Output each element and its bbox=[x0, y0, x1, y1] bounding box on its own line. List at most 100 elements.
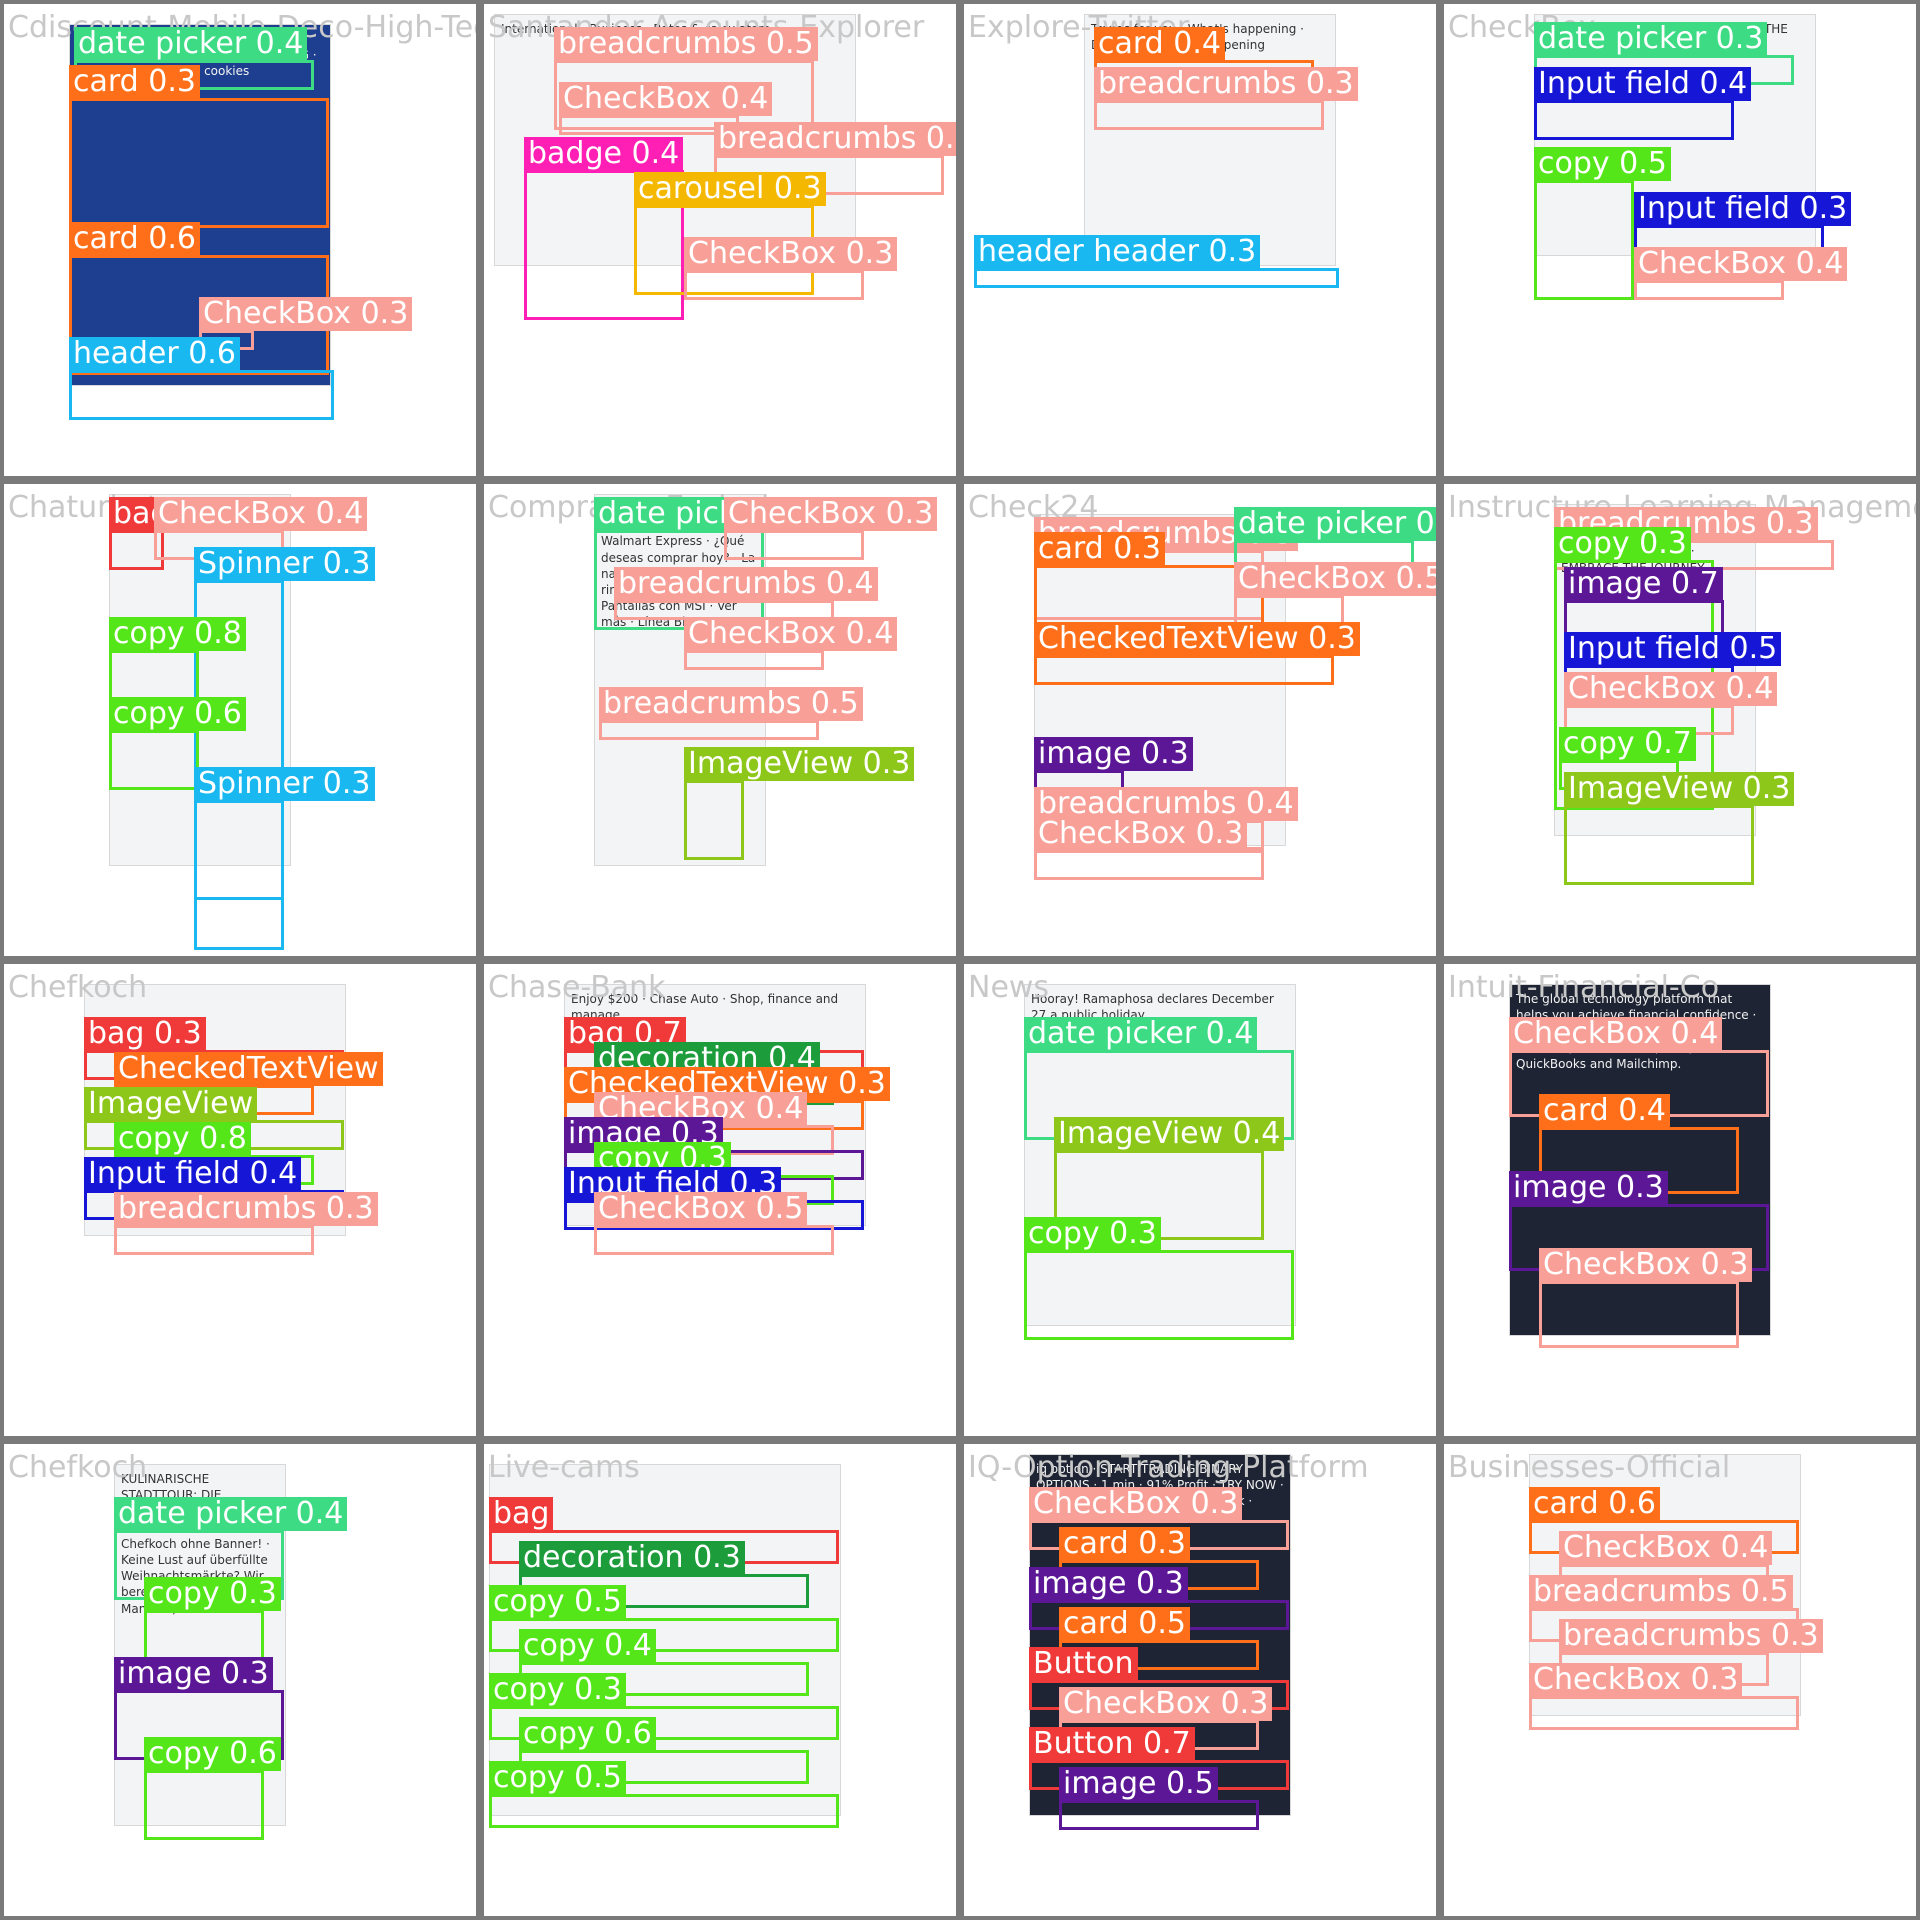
detection-box-checkbox: CheckBox 0.3 bbox=[1539, 1248, 1753, 1348]
detection-label: ImageView 0.3 bbox=[1564, 772, 1795, 806]
detection-label: card 0.4 bbox=[1094, 27, 1225, 61]
detection-box-checkbox: CheckBox 0.4 bbox=[684, 617, 898, 670]
detection-box-copy: copy 0.7 bbox=[1559, 727, 1696, 790]
detection-box-date-picker: date picker 0.4 bbox=[1024, 1017, 1294, 1140]
detection-label: copy 0.3 bbox=[144, 1577, 281, 1611]
detection-label: copy 0.6 bbox=[519, 1717, 656, 1751]
detection-box-breadcrumbs: breadcrumbs 0.5 bbox=[554, 27, 818, 130]
detection-box-image: image 0.3 bbox=[1509, 1171, 1769, 1271]
detection-label: CheckBox 0.4 bbox=[1634, 247, 1848, 281]
detection-label: CheckBox 0.3 bbox=[1059, 1687, 1273, 1721]
detection-label: image 0.7 bbox=[1564, 567, 1723, 601]
detection-label: copy 0.4 bbox=[519, 1629, 656, 1663]
detection-box-spinner: Spinner 0.3 bbox=[194, 767, 375, 900]
detection-label: CheckBox 0.5 bbox=[594, 1192, 808, 1226]
cell-title: Chefkoch bbox=[8, 1450, 148, 1485]
screenshot-cell: Chefkoch bag 0.3 CheckedTextView ImageView c… bbox=[4, 964, 476, 1436]
detection-box-card: card 0.3 bbox=[1059, 1527, 1259, 1590]
detection-box-checkbox: CheckBox 0.4 bbox=[559, 82, 773, 135]
detection-label: card 0.3 bbox=[1034, 532, 1165, 566]
detection-label: CheckBox 0.4 bbox=[154, 497, 368, 531]
detection-label: Input field 0.4 bbox=[84, 1157, 302, 1191]
detection-label: Input field 0.5 bbox=[1564, 632, 1782, 666]
detection-box-breadcrumbs: breadcrumbs 0.5 bbox=[599, 687, 863, 740]
detection-box-copy: copy 0.4 bbox=[519, 1629, 809, 1696]
screenshot-cell: Together, We've Got This · EMBRACE THE J… bbox=[1444, 4, 1916, 476]
detection-box-checkbox: CheckBox 0.3 bbox=[684, 237, 898, 300]
screenshot-cell: iq option · START TRADING BINARY OPTIONS… bbox=[964, 1444, 1436, 1916]
detection-label: copy 0.5 bbox=[1534, 147, 1671, 181]
detection-label: copy 0.6 bbox=[109, 697, 246, 731]
screenshot-cell: Businesses-Official card 0.6 CheckBox 0.4 b… bbox=[1444, 1444, 1916, 1916]
detection-box-image: image 0.5 bbox=[1059, 1767, 1259, 1830]
screenshot-cell: Trends for you · What's happening · Don'… bbox=[964, 4, 1436, 476]
detection-box-checkbox: CheckBox 0.4 bbox=[1634, 247, 1848, 300]
detection-label: card 0.6 bbox=[69, 222, 200, 256]
cell-title: Intuit-Financial-Co bbox=[1448, 970, 1720, 1005]
detection-box-imageview: ImageView 0.3 bbox=[1564, 772, 1795, 885]
detection-label: CheckBox 0.3 bbox=[1539, 1248, 1753, 1282]
detection-label: breadcrumbs 0.4 bbox=[614, 567, 878, 601]
detection-label: Spinner 0.3 bbox=[194, 547, 375, 581]
detection-label: CheckedTextView bbox=[114, 1052, 383, 1086]
detection-label: CheckBox 0.5 bbox=[1234, 562, 1436, 596]
detection-label: Input field 0.4 bbox=[1534, 67, 1752, 101]
detection-label: breadcrumbs 0.3 bbox=[114, 1192, 378, 1226]
detection-label: copy 0.6 bbox=[144, 1737, 281, 1771]
detection-label: CheckBox 0.4 bbox=[559, 82, 773, 116]
detection-box-bag: bag 0.3 bbox=[84, 1017, 344, 1080]
detection-label: date picker 0.4 bbox=[1234, 507, 1436, 541]
detection-label: Button bbox=[1029, 1647, 1138, 1681]
cell-title: Chase-Bank bbox=[488, 970, 666, 1005]
detection-label: copy 0.5 bbox=[489, 1761, 626, 1795]
detection-label: date picker 0.4 bbox=[1024, 1017, 1258, 1051]
detection-box-breadcrumbs: breadcrumbs 0.3 bbox=[1559, 1619, 1823, 1686]
detection-label: date picker 0.4 bbox=[114, 1497, 348, 1531]
detection-box-checkbox: CheckBox 0.4 bbox=[1564, 672, 1778, 735]
screenshot-cell: Teaching and learning. To the... · Toget… bbox=[1444, 484, 1916, 956]
detection-label: copy 0.3 bbox=[489, 1673, 626, 1707]
detection-label: card 0.5 bbox=[1059, 1607, 1190, 1641]
detection-label: CheckedTextView 0.3 bbox=[1034, 622, 1360, 656]
detection-box-badge: badge 0.4 bbox=[524, 137, 684, 320]
detection-label: card 0.6 bbox=[1529, 1487, 1660, 1521]
detection-label: CheckBox 0.3 bbox=[1529, 1663, 1743, 1697]
detection-label: CheckBox 0.4 bbox=[684, 617, 898, 651]
detection-label: Input field 0.3 bbox=[1634, 192, 1852, 226]
detection-label: CheckBox 0.3 bbox=[684, 237, 898, 271]
detection-box-breadcrumbs: breadcrumbs 0.3 bbox=[1094, 67, 1358, 130]
detection-box-card: card 0.3 bbox=[69, 65, 329, 228]
detection-box-copy: copy 0.6 bbox=[519, 1717, 809, 1784]
detection-label: header header 0.3 bbox=[974, 235, 1261, 269]
detection-label: breadcrumbs 0.3 bbox=[714, 122, 956, 156]
detection-box-checkbox: CheckBox 0.3 bbox=[199, 297, 413, 350]
detection-box-checkbox: CheckBox 0.4 bbox=[1509, 1017, 1769, 1117]
detection-box-copy: copy 0.8 bbox=[114, 1122, 314, 1185]
detection-box-breadcrumbs: breadcrumbs 0.3 bbox=[114, 1192, 378, 1255]
detection-label: breadcrumbs 0.5 bbox=[554, 27, 818, 61]
detection-box-imageview: ImageView bbox=[84, 1087, 344, 1150]
detection-box-decoration: decoration 0.3 bbox=[519, 1541, 809, 1608]
detection-box-checkbox: CheckBox 0.3 bbox=[1059, 1687, 1273, 1750]
detection-label: bag bbox=[489, 1497, 554, 1531]
detection-label: image 0.3 bbox=[114, 1657, 273, 1691]
detection-box-copy: copy 0.6 bbox=[109, 697, 246, 790]
detection-label: card 0.3 bbox=[69, 65, 200, 99]
detection-label: card 0.4 bbox=[1539, 1094, 1670, 1128]
detection-label: breadcrumbs 0.3 bbox=[1094, 67, 1358, 101]
detection-box-card: card 0.5 bbox=[1059, 1607, 1259, 1670]
detection-box-button: Button 0.7 bbox=[1029, 1727, 1289, 1790]
detection-label: image 0.3 bbox=[1034, 737, 1193, 771]
screenshot-cell: International · Business · Rates & calcu… bbox=[484, 4, 956, 476]
detection-label: card 0.3 bbox=[1059, 1527, 1190, 1561]
detection-label: date picker 0.4 bbox=[74, 27, 308, 61]
detection-box-copy: copy 0.5 bbox=[489, 1585, 839, 1652]
detection-box-checkbox: CheckBox 0.3 bbox=[1034, 817, 1264, 880]
detection-box-copy: copy 0.5 bbox=[489, 1761, 839, 1828]
detection-label: breadcrumbs 0.5 bbox=[599, 687, 863, 721]
detection-box-checkbox: CheckBox 0.3 bbox=[724, 497, 938, 560]
detection-box-card: card 0.4 bbox=[1539, 1094, 1739, 1194]
detection-box-input-field: Input field 0.4 bbox=[1534, 67, 1752, 140]
